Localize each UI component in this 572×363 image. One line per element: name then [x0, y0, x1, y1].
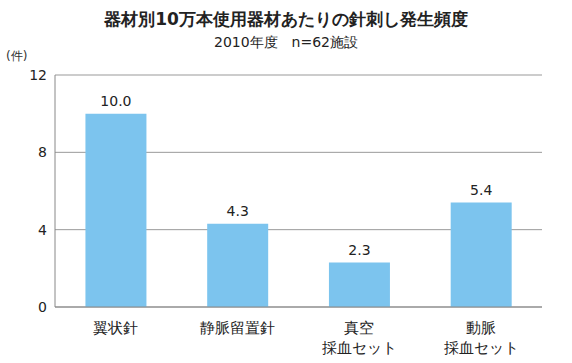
svg-text:翼状針: 翼状針	[93, 319, 138, 337]
html-text:2010年度 n=62施設: 2010年度 n=62施設	[214, 34, 358, 50]
svg-text:4.3: 4.3	[227, 203, 249, 219]
svg-text:2.3: 2.3	[348, 242, 370, 258]
svg-text:8: 8	[38, 144, 47, 160]
svg-text:静脈留置針: 静脈留置針	[200, 319, 275, 337]
html-text:器材別10万本使用器材あたりの針刺し発生頻度: 器材別10万本使用器材あたりの針刺し発生頻度	[104, 9, 468, 29]
svg-text:0: 0	[38, 299, 47, 315]
html-text:(件): (件)	[6, 49, 28, 63]
svg-text:10.0: 10.0	[100, 93, 131, 109]
svg-text:動脈採血セット: 動脈採血セット	[444, 319, 519, 357]
svg-text:4: 4	[38, 222, 47, 238]
svg-text:真空採血セット: 真空採血セット	[322, 319, 397, 357]
svg-text:12: 12	[29, 67, 47, 83]
svg-text:5.4: 5.4	[470, 182, 492, 198]
